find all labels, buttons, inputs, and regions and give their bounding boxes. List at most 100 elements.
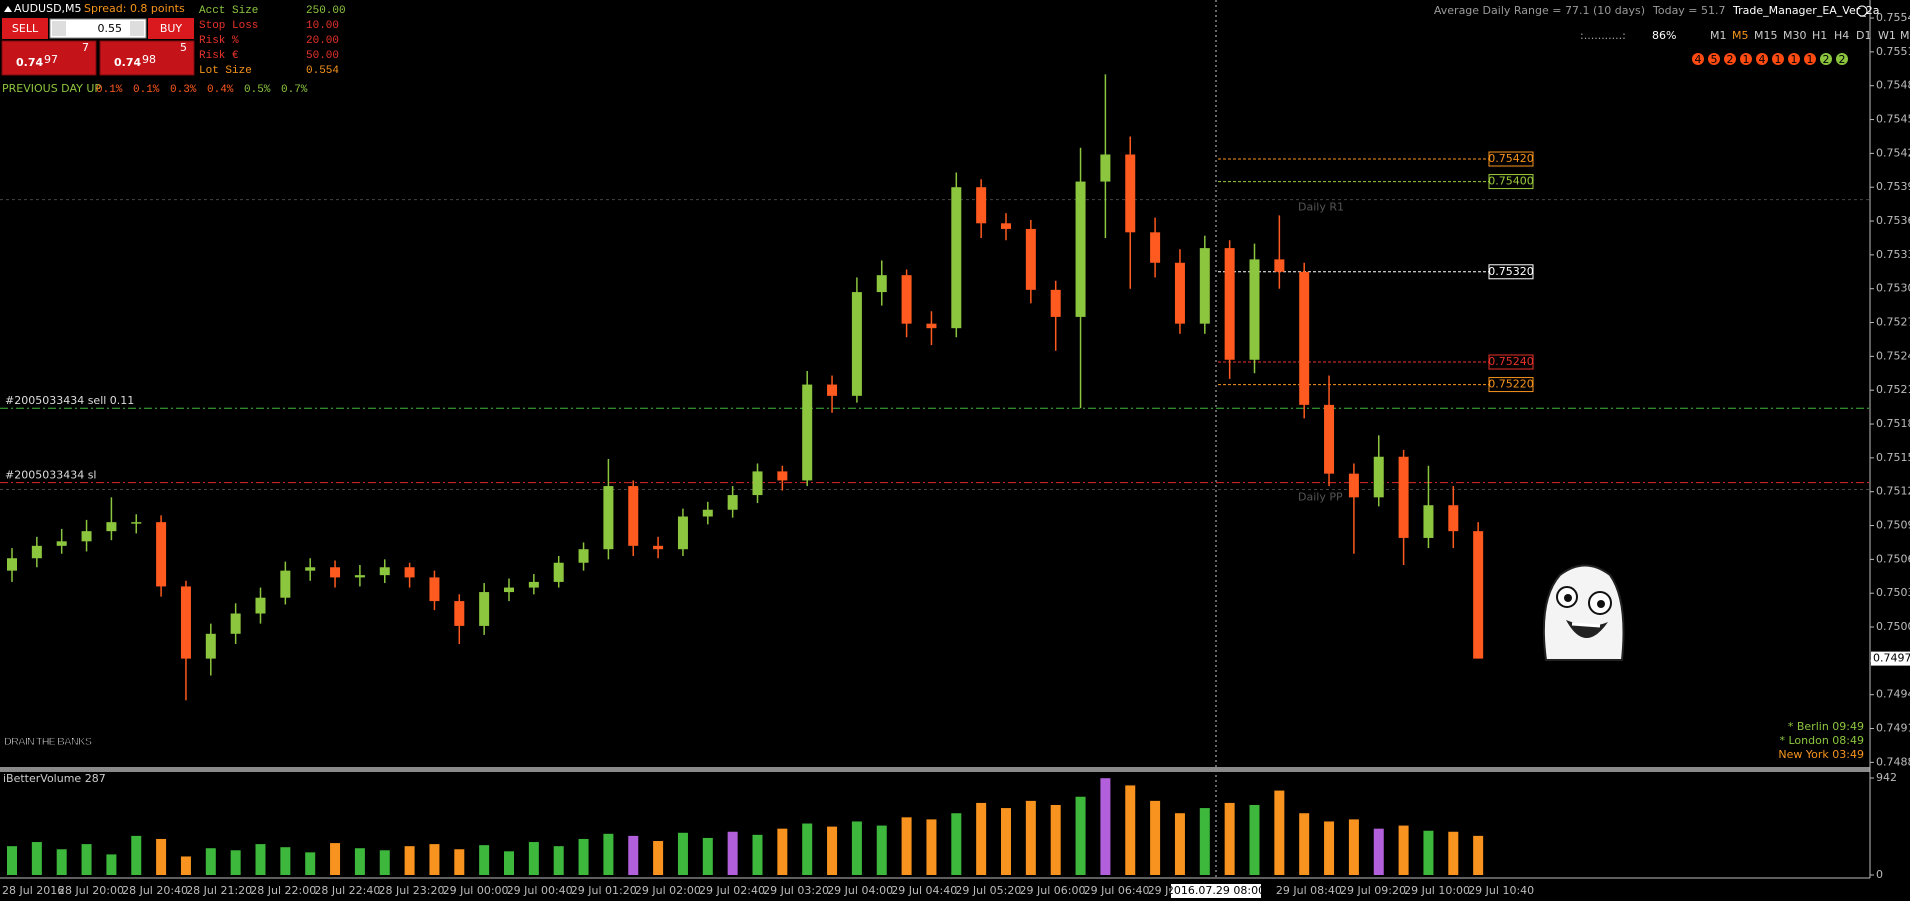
buy-button[interactable] (148, 18, 194, 39)
panel-value: 20.00 (306, 35, 339, 47)
ask-box[interactable] (99, 40, 195, 76)
signal-label: 2 (1839, 53, 1846, 66)
x-tick-label: 29 Jul 08:40 (1276, 884, 1342, 897)
volume-bar (1299, 813, 1310, 875)
candle-body (1224, 248, 1235, 360)
volume-bar (851, 821, 862, 875)
candle-body (628, 486, 639, 546)
signal-label: 1 (1791, 53, 1798, 66)
buy-label[interactable]: BUY (160, 22, 183, 35)
timeframe[interactable]: D1 (1856, 29, 1871, 42)
timeframe[interactable]: H1 (1812, 29, 1827, 42)
timeframe[interactable]: MN (1900, 29, 1910, 42)
volume-bar (1025, 800, 1036, 875)
signal-dot (1756, 53, 1768, 65)
candle-body (1075, 181, 1086, 317)
x-tick-label: 29 Jul 00:00 (443, 884, 509, 897)
level-box (1488, 174, 1534, 190)
signal-dot (1788, 53, 1800, 65)
candle-body (1025, 228, 1036, 290)
panel-value: 10.00 (306, 20, 339, 32)
panel-label: Stop Loss (199, 20, 258, 32)
volume-bar (752, 834, 763, 875)
volume-bar (1150, 800, 1161, 875)
timeframe[interactable]: M5 (1732, 29, 1749, 42)
volume-bar (1423, 830, 1434, 875)
candle-body (901, 275, 912, 324)
volume-bar (1249, 804, 1260, 875)
y-tick-label: 0.75305 (1876, 282, 1910, 295)
clock: * Berlin 09:49 (1788, 720, 1864, 733)
y-tick-label: 0.75515 (1876, 45, 1910, 58)
y-tick-label: 0.75035 (1876, 586, 1910, 599)
y-tick-label: 0.74885 (1876, 755, 1910, 768)
pivot-label: Daily R1 (1298, 201, 1344, 214)
volume-bar (205, 848, 216, 875)
x-tick-label: 29 Jul 00:40 (507, 884, 573, 897)
volume-bar (504, 851, 514, 875)
candle-body (653, 545, 664, 550)
timeframe[interactable]: W1 (1878, 29, 1896, 42)
previous-day-value: 0.1% (133, 84, 160, 96)
x-tick-label: 28 Jul 20:00 (58, 884, 124, 897)
y-tick-label: 0.75215 (1876, 383, 1910, 396)
y-tick-label: 0.75455 (1876, 113, 1910, 126)
volume-bar (802, 823, 813, 875)
timeframe[interactable]: M1 (1710, 29, 1727, 42)
sell-label[interactable]: SELL (12, 22, 39, 35)
bid-box[interactable] (1, 40, 97, 76)
y-tick-label: 0.75065 (1876, 552, 1910, 565)
candle-body (727, 495, 738, 510)
x-tick-label: 29 Jul 04:40 (891, 884, 957, 897)
volume-bar (230, 850, 241, 875)
volume-bar (106, 854, 117, 875)
panel-value: 50.00 (306, 50, 339, 62)
panel-value: 250.00 (306, 5, 346, 17)
x-tick-label: 29 Jul 04:00 (827, 884, 893, 897)
order-label: #2005033434 sl (5, 469, 97, 482)
lot-input[interactable] (49, 18, 147, 39)
ask-big: 0.74 (114, 56, 141, 69)
volume-bar (280, 847, 291, 875)
candle-body (1249, 259, 1260, 360)
sell-button[interactable] (2, 18, 48, 39)
ask-pips: 98 (142, 53, 156, 66)
y-tick-label: 0.75365 (1876, 214, 1910, 227)
level-label: 0.75420 (1488, 152, 1534, 165)
candle-body (379, 567, 390, 576)
volume-bar (528, 842, 539, 875)
volume-bar (81, 844, 92, 875)
volume-bar (56, 849, 67, 875)
previous-day-value: 0.4% (207, 84, 234, 96)
volume-bar (1473, 835, 1484, 875)
x-tick-label: 29 Jul 02:00 (635, 884, 701, 897)
volume-bar (677, 832, 688, 875)
previous-day-value: 0.7% (281, 84, 308, 96)
y-tick-label: 0.75395 (1876, 180, 1910, 193)
lot-value[interactable]: 0.55 (98, 22, 123, 35)
y-tick-label: 0.75125 (1876, 485, 1910, 498)
candle-body (1448, 505, 1459, 532)
volume-bar (1199, 808, 1210, 875)
candle-body (280, 570, 291, 598)
lot-down[interactable] (52, 21, 66, 36)
candle-body (851, 292, 862, 396)
timeframe[interactable]: M15 (1754, 29, 1778, 42)
level-label: 0.75320 (1488, 265, 1534, 278)
ask-point: 5 (180, 41, 187, 54)
y-tick-label: 0 (1876, 868, 1883, 881)
candle-body (752, 471, 763, 496)
lot-up[interactable] (130, 21, 144, 36)
timeframe[interactable]: H4 (1834, 29, 1849, 42)
candle-body (951, 187, 962, 329)
volume-bar (951, 813, 962, 875)
volume-bar (354, 848, 365, 875)
clock: New York 03:49 (1778, 748, 1864, 761)
timeframe[interactable]: M30 (1783, 29, 1807, 42)
candle-body (1348, 473, 1359, 498)
x-tick-label: 28 Jul 22:00 (250, 884, 316, 897)
signal-dot (1724, 53, 1736, 65)
